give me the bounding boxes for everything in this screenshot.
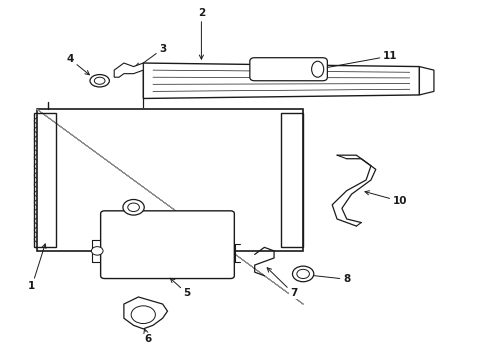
Text: 5: 5 [171, 278, 191, 298]
Polygon shape [419, 67, 434, 95]
Ellipse shape [90, 75, 109, 87]
Circle shape [131, 306, 155, 324]
Ellipse shape [95, 77, 105, 84]
Circle shape [123, 199, 144, 215]
FancyBboxPatch shape [100, 211, 234, 279]
Circle shape [92, 247, 103, 255]
Text: 4: 4 [67, 54, 89, 75]
Bar [34, 113, 56, 247]
Text: 6: 6 [144, 329, 152, 345]
Circle shape [297, 269, 309, 279]
Circle shape [128, 203, 139, 212]
Polygon shape [124, 297, 168, 329]
Text: 3: 3 [132, 44, 166, 71]
Text: 9: 9 [125, 203, 132, 213]
Text: 10: 10 [365, 191, 407, 206]
Text: 8: 8 [302, 273, 350, 284]
Text: 7: 7 [267, 268, 297, 298]
Ellipse shape [312, 61, 324, 77]
Text: 1: 1 [28, 244, 46, 291]
Text: 2: 2 [198, 8, 205, 59]
FancyBboxPatch shape [250, 58, 327, 81]
Polygon shape [114, 63, 143, 77]
Bar [281, 113, 303, 247]
Bar [37, 109, 303, 251]
Text: 11: 11 [321, 51, 397, 70]
Circle shape [293, 266, 314, 282]
Polygon shape [143, 63, 419, 99]
